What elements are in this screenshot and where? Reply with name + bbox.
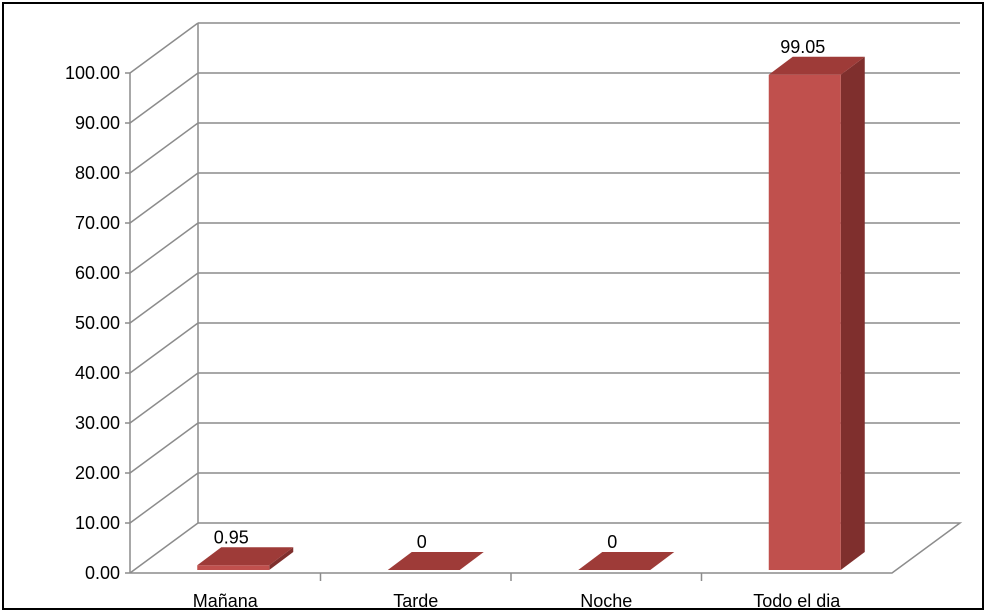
bar-top-face xyxy=(768,56,865,75)
bar-front-face xyxy=(197,565,270,570)
y-tick-label: 20.00 xyxy=(75,463,120,483)
gridline-side xyxy=(129,422,199,474)
gridline-side xyxy=(129,322,199,374)
y-tick-label: 70.00 xyxy=(75,213,120,233)
bar-chart: 0.00 10.00 20.00 30.00 40.00 50.00 60.00 70.00 8… xyxy=(65,22,963,611)
data-label: 99.05 xyxy=(780,37,825,57)
y-tick-label: 40.00 xyxy=(75,363,120,383)
bar-side-face xyxy=(840,56,865,570)
axes xyxy=(125,23,963,581)
bar-front-face xyxy=(768,74,841,570)
y-tick-label: 60.00 xyxy=(75,263,120,283)
bar-3 xyxy=(768,56,865,570)
bars xyxy=(197,56,865,571)
labels: 0.00 10.00 20.00 30.00 40.00 50.00 60.00 70.00 8… xyxy=(65,37,841,611)
bar-2 xyxy=(578,552,675,571)
bar-top-face xyxy=(387,552,484,570)
y-tick-label: 80.00 xyxy=(75,163,120,183)
gridline-side xyxy=(129,472,199,524)
gridline-side xyxy=(129,272,199,324)
bar-side-face xyxy=(269,547,294,570)
gridline-side xyxy=(129,22,199,74)
gridline-side xyxy=(129,522,199,574)
y-tick-label: 0.00 xyxy=(85,563,120,583)
bar-top-face xyxy=(197,547,294,566)
gridline-side xyxy=(129,122,199,174)
data-label: 0 xyxy=(607,532,617,552)
y-tick-label: 100.00 xyxy=(65,63,120,83)
y-tick-label: 50.00 xyxy=(75,313,120,333)
gridline-side xyxy=(129,72,199,124)
gridline-side xyxy=(129,372,199,424)
gridline-side xyxy=(129,172,199,224)
x-tick-label: Mañana xyxy=(193,591,259,611)
bar-top-face xyxy=(578,552,675,570)
x-tick-label: Noche xyxy=(580,591,632,611)
data-label: 0.95 xyxy=(214,527,249,547)
x-tick-label: Todo el dia xyxy=(753,591,841,611)
gridline-side xyxy=(129,222,199,274)
y-tick-label: 90.00 xyxy=(75,113,120,133)
bar-1 xyxy=(387,552,484,571)
y-tick-label: 30.00 xyxy=(75,413,120,433)
x-tick-label: Tarde xyxy=(393,591,438,611)
data-label: 0 xyxy=(417,532,427,552)
y-tick-label: 10.00 xyxy=(75,513,120,533)
bar-0 xyxy=(197,547,294,570)
